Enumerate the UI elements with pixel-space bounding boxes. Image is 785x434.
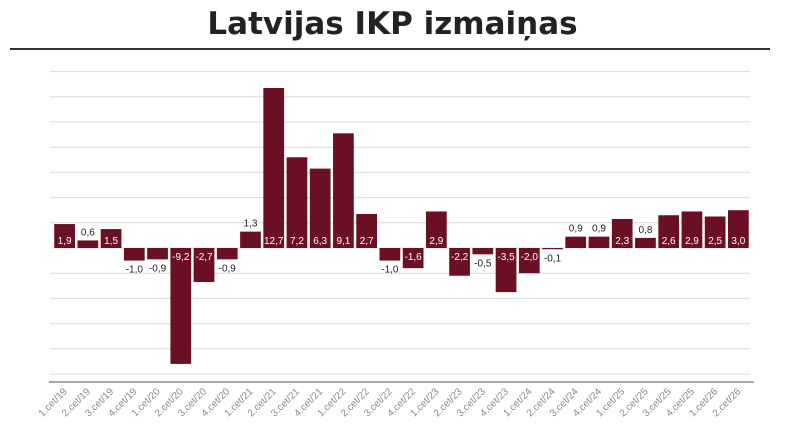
bar-value-label: 9,1 — [336, 236, 350, 247]
bar — [54, 224, 75, 248]
bar-value-label: 7,2 — [290, 236, 304, 247]
bar — [704, 216, 726, 248]
x-tick-labels: 1.cet/192.cet/193.cet/194.cet/191.cet/20… — [37, 386, 744, 419]
bar — [728, 210, 749, 248]
bar — [402, 248, 424, 269]
bar-value-label: 2,9 — [429, 236, 443, 247]
bar — [147, 248, 168, 260]
chart-title: Latvijas IKP izmaiņas — [207, 6, 578, 42]
bar — [449, 248, 470, 276]
bar — [240, 231, 261, 248]
bar — [77, 240, 99, 248]
bar — [542, 248, 563, 250]
bar-value-label: -0,5 — [474, 258, 492, 269]
bar — [565, 236, 587, 248]
bar — [193, 248, 215, 283]
bar-value-label: -1,6 — [404, 252, 422, 263]
bar-value-label: 1,9 — [58, 236, 72, 247]
bar — [658, 215, 680, 248]
bar-value-label: -2,0 — [521, 252, 539, 263]
bar — [588, 236, 610, 248]
bar-value-label: 12,7 — [264, 236, 284, 247]
gridlines — [50, 71, 750, 375]
bar — [356, 213, 378, 248]
bar — [263, 87, 285, 248]
bar — [681, 211, 703, 248]
bar — [518, 248, 540, 274]
bar — [379, 248, 401, 261]
bar-value-label: -3,5 — [497, 252, 515, 263]
title-divider — [10, 48, 770, 50]
bar — [495, 248, 517, 293]
bar — [333, 133, 354, 248]
bar — [472, 248, 494, 255]
bar-value-label: 2,9 — [685, 236, 699, 247]
bar-value-label: 1,5 — [104, 236, 118, 247]
bar-value-label: -2,7 — [195, 252, 213, 263]
bar-value-label: -0,1 — [544, 253, 562, 264]
bar-value-label: 2,6 — [662, 236, 676, 247]
bar — [170, 248, 192, 364]
bar — [611, 219, 633, 248]
bar-value-label: -9,2 — [172, 252, 190, 263]
bar — [286, 157, 308, 248]
bar-value-label: 2,3 — [615, 236, 629, 247]
bar — [309, 168, 331, 248]
bar-value-label: 2,7 — [360, 236, 374, 247]
bar-value-label: -0,9 — [219, 263, 237, 274]
bar-value-label: 6,3 — [313, 236, 327, 247]
bars — [54, 87, 749, 364]
bar-value-label: -0,9 — [149, 263, 167, 274]
bar-value-label: 3,0 — [731, 236, 745, 247]
bar — [425, 211, 447, 248]
bar — [216, 248, 238, 260]
bar-value-label: -2,2 — [451, 252, 469, 263]
bar-value-label: 0,9 — [592, 224, 606, 235]
bar-value-label: 0,8 — [638, 225, 652, 236]
bar-value-label: 2,5 — [708, 236, 722, 247]
bar-value-label: 0,9 — [569, 224, 583, 235]
bar-value-label: -1,0 — [126, 265, 144, 276]
bar — [123, 248, 145, 261]
bar — [100, 229, 122, 248]
bar — [635, 237, 656, 248]
bar-value-labels: 1,9 0,6 1,5 -1,0 -0,9 -9,2 -2,7 -0,9 1,3 12,7 7,2 6… — [58, 219, 746, 276]
bar-value-label: -1,0 — [381, 265, 399, 276]
bar-value-label: 1,3 — [244, 219, 258, 230]
bar-value-label: 0,6 — [81, 227, 95, 238]
